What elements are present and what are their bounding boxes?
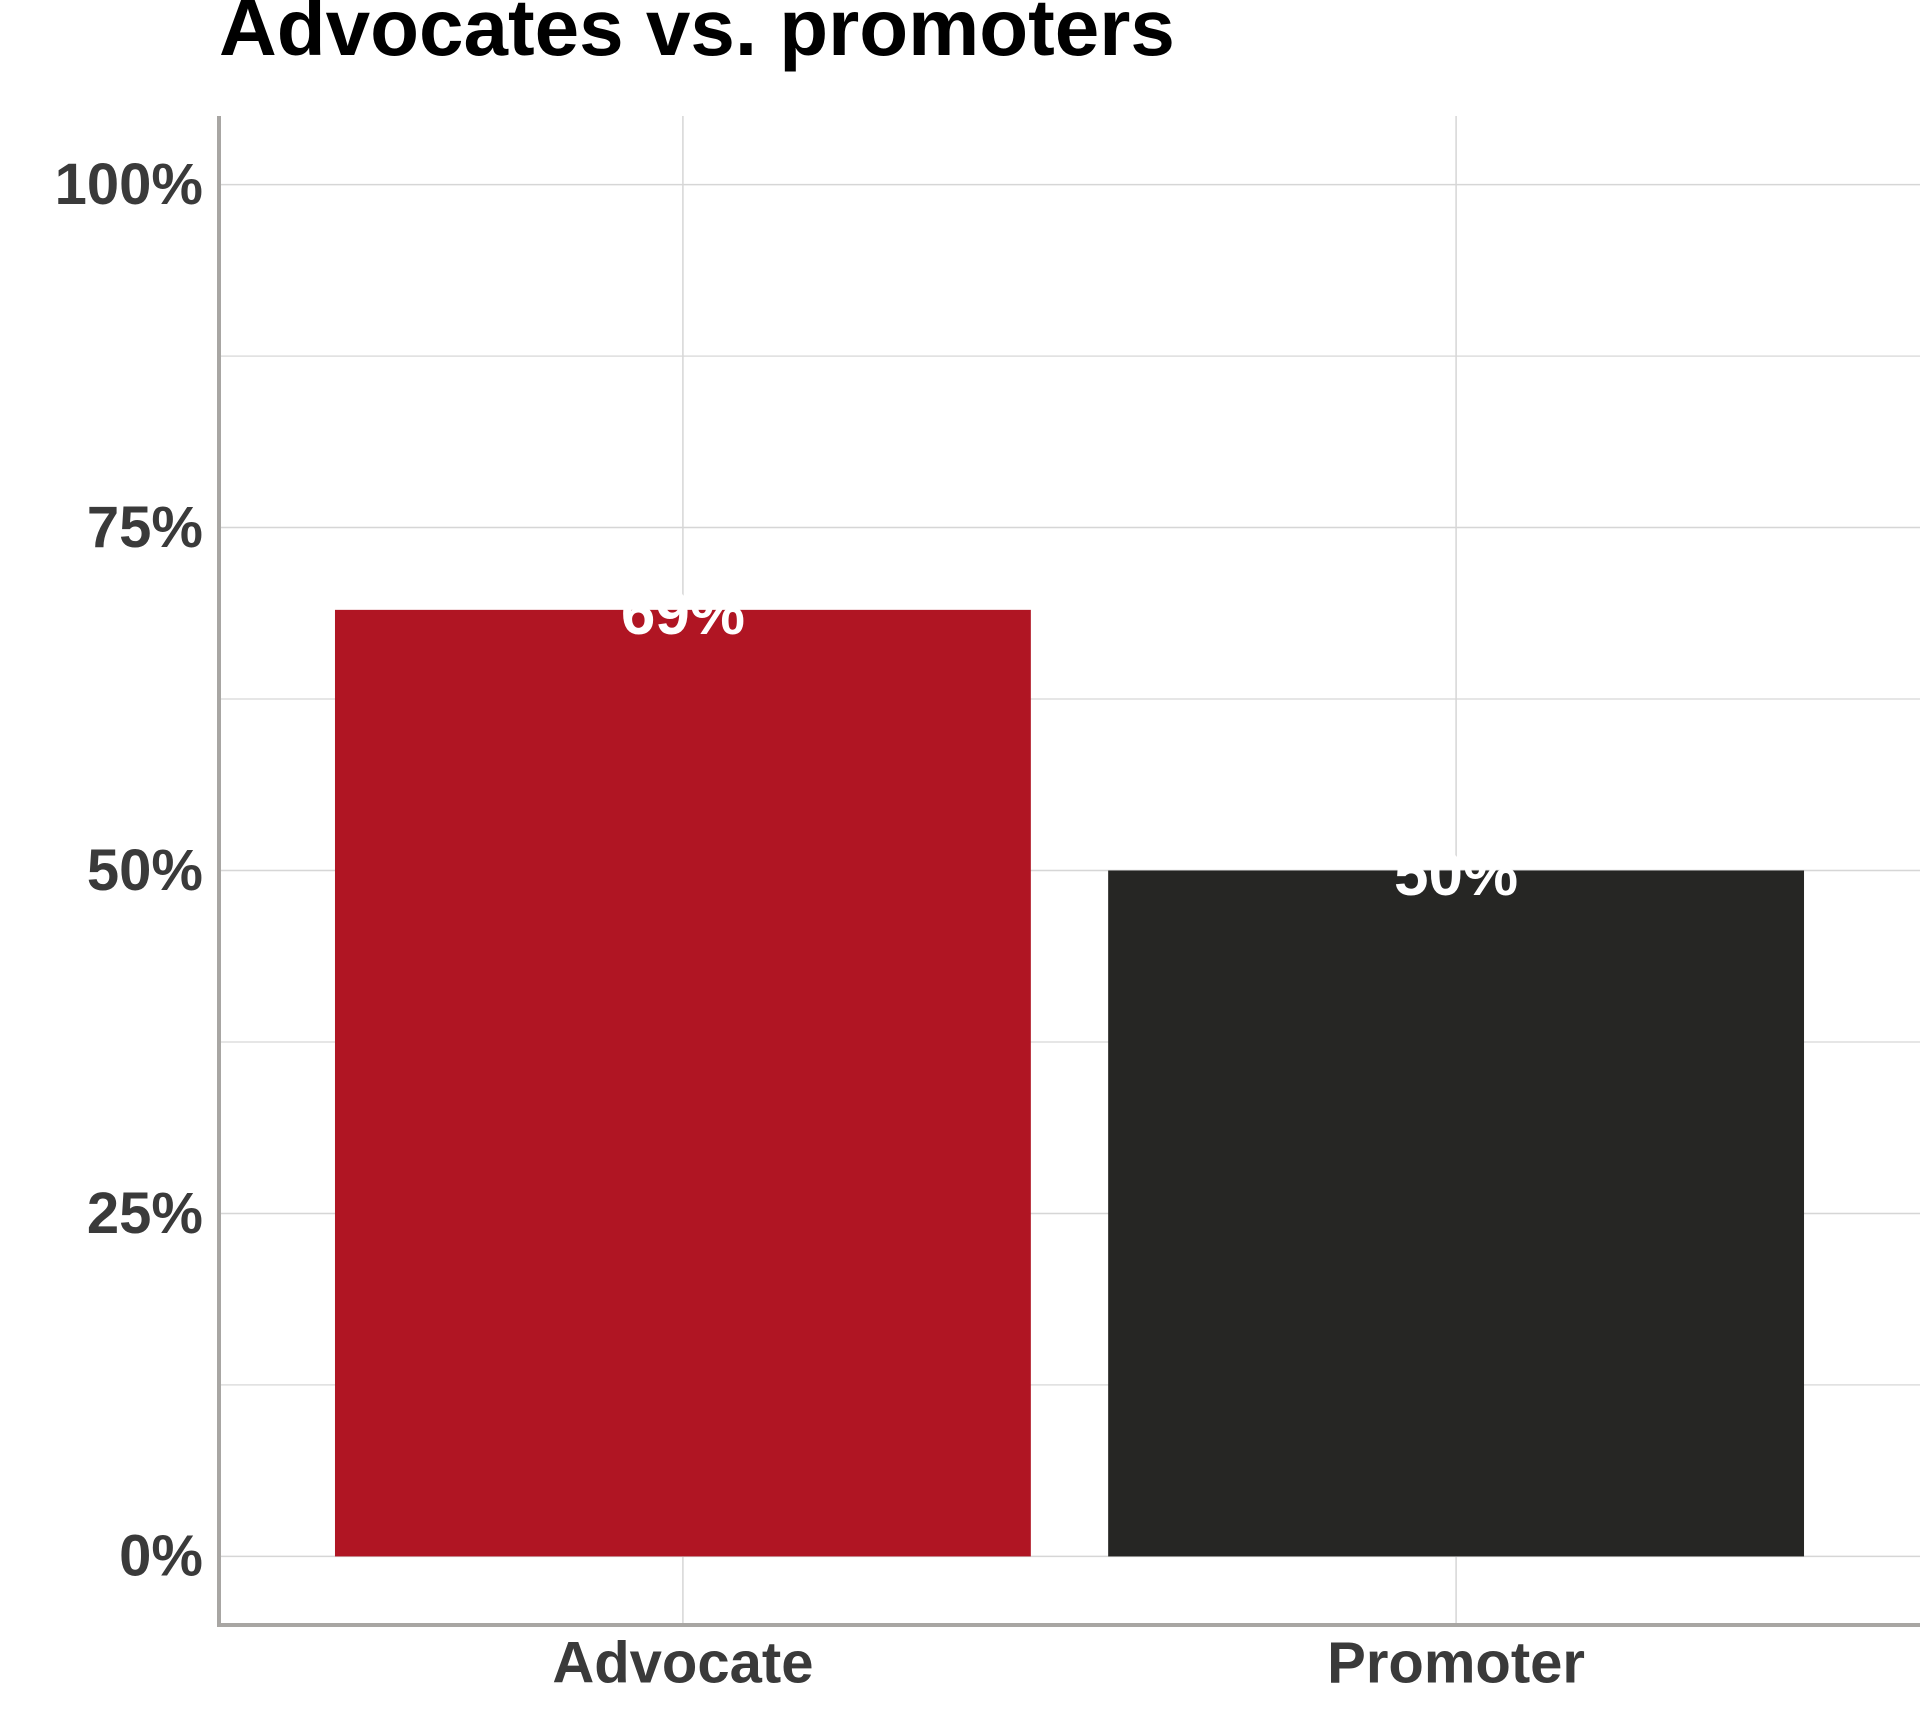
y-tick-label: 0% [119, 1524, 203, 1589]
y-tick-label: 100% [55, 152, 203, 217]
y-tick-label: 25% [87, 1181, 203, 1246]
bar [1108, 870, 1805, 1557]
bar [334, 609, 1031, 1557]
chart-title: Advocates vs. promoters [219, 0, 1175, 72]
y-tick-label: 75% [87, 495, 203, 560]
value-label: 69% [621, 579, 745, 648]
x-tick-label: Promoter [1327, 1630, 1585, 1695]
x-tick-label: Advocate [552, 1630, 813, 1695]
value-label: 50% [1394, 840, 1518, 909]
y-tick-label: 50% [87, 838, 203, 903]
